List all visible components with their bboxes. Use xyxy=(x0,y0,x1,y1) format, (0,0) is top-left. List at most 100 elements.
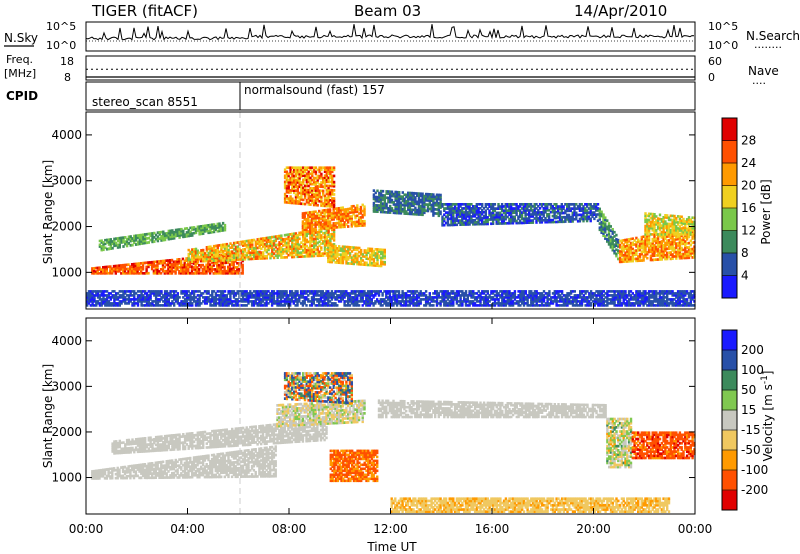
heatmap-cell xyxy=(234,270,237,273)
heatmap-cell xyxy=(347,262,350,265)
heatmap-cell xyxy=(198,233,201,236)
heatmap-cell xyxy=(491,222,495,225)
heatmap-cell xyxy=(318,191,321,195)
heatmap-cell xyxy=(169,231,172,235)
heatmap-cell xyxy=(145,300,149,303)
heatmap-cell xyxy=(289,166,292,170)
heatmap-cell xyxy=(666,222,669,226)
heatmap-cell xyxy=(607,226,611,230)
heatmap-cell xyxy=(138,233,141,237)
heatmap-cell xyxy=(100,292,103,295)
heatmap-cell xyxy=(283,180,287,184)
heatmap-cell xyxy=(116,302,120,305)
heatmap-cell xyxy=(169,235,172,239)
heatmap-cell xyxy=(361,203,364,207)
heatmap-cell xyxy=(86,300,89,303)
heatmap-cell xyxy=(212,225,216,228)
heatmap-cell xyxy=(265,296,268,299)
heatmap-cell xyxy=(359,259,363,262)
heatmap-cell xyxy=(160,304,163,307)
heatmap-cell xyxy=(214,292,218,295)
heatmap-cell xyxy=(312,302,315,305)
heatmap-cell xyxy=(296,255,299,259)
heatmap-cell xyxy=(348,300,352,303)
heatmap-cell xyxy=(269,296,272,299)
heatmap-cell xyxy=(350,258,354,261)
heatmap-cell xyxy=(531,213,535,216)
heatmap-cell xyxy=(102,268,105,271)
heatmap-cell xyxy=(389,192,392,196)
heatmap-cell xyxy=(531,209,535,212)
heatmap-cell xyxy=(196,229,199,232)
heatmap-cell xyxy=(573,213,576,217)
heatmap-cell xyxy=(522,217,525,221)
heatmap-cell xyxy=(258,296,261,299)
heatmap-cell xyxy=(285,188,289,192)
heatmap-cell xyxy=(609,241,612,245)
heatmap-cell xyxy=(254,246,258,250)
heatmap-cell xyxy=(464,213,468,216)
heatmap-cell xyxy=(676,254,680,258)
heatmap-cell xyxy=(345,300,348,303)
heatmap-cell xyxy=(437,197,440,201)
heatmap-cell xyxy=(227,290,230,293)
heatmap-cell xyxy=(307,178,310,182)
heatmap-cell xyxy=(312,210,315,214)
heatmap-cell xyxy=(341,208,344,212)
heatmap-cell xyxy=(218,224,221,227)
heatmap-cell xyxy=(219,267,223,271)
heatmap-cell xyxy=(209,298,212,301)
heatmap-cell xyxy=(312,199,316,203)
heatmap-cell xyxy=(95,294,98,297)
heatmap-cell xyxy=(520,215,524,219)
heatmap-cell xyxy=(656,243,660,247)
heatmap-cell xyxy=(513,203,516,206)
heatmap-cell xyxy=(114,270,117,273)
heatmap-cell xyxy=(484,211,487,215)
heatmap-cell xyxy=(462,207,466,210)
heatmap-cell xyxy=(392,211,395,215)
heatmap-cell xyxy=(399,201,403,205)
heatmap-cell xyxy=(538,219,542,222)
heatmap-cell xyxy=(303,166,307,169)
heatmap-cell xyxy=(167,229,170,233)
heatmap-cell xyxy=(446,205,450,208)
heatmap-cell xyxy=(676,221,680,224)
heatmap-cell xyxy=(644,212,647,215)
heatmap-cell xyxy=(156,300,160,303)
heatmap-cell xyxy=(602,225,605,229)
heatmap-cell xyxy=(602,217,605,221)
heatmap-cell xyxy=(332,234,336,238)
heatmap-cell xyxy=(414,206,417,210)
heatmap-cell xyxy=(303,184,307,188)
heatmap-cell xyxy=(376,256,379,259)
heatmap-cell xyxy=(461,207,464,210)
heatmap-cell xyxy=(354,220,357,224)
heatmap-cell xyxy=(423,201,426,204)
heatmap-cell xyxy=(283,244,287,247)
heatmap-cell xyxy=(285,296,288,299)
heatmap-cell xyxy=(229,294,232,297)
heatmap-cell xyxy=(103,272,107,275)
heatmap-cell xyxy=(102,272,105,275)
heatmap-cell xyxy=(374,195,377,199)
heatmap-cell xyxy=(337,215,341,218)
heatmap-cell xyxy=(202,253,205,256)
heatmap-cell xyxy=(327,194,330,198)
heatmap-cell xyxy=(493,203,497,206)
heatmap-cell xyxy=(332,201,336,204)
heatmap-cell xyxy=(325,198,328,202)
heatmap-cell xyxy=(325,172,328,175)
heatmap-cell xyxy=(267,290,270,293)
heatmap-cell xyxy=(262,255,265,258)
heatmap-cell xyxy=(653,231,656,234)
heatmap-cell xyxy=(312,203,316,207)
heatmap-cell xyxy=(337,223,341,227)
heatmap-cell xyxy=(237,270,241,273)
heatmap-cell xyxy=(281,304,285,307)
heatmap-cell xyxy=(254,242,258,246)
heatmap-cell xyxy=(310,300,314,303)
heatmap-cell xyxy=(305,296,308,299)
heatmap-cell xyxy=(426,205,430,209)
heatmap-cell xyxy=(490,207,493,210)
